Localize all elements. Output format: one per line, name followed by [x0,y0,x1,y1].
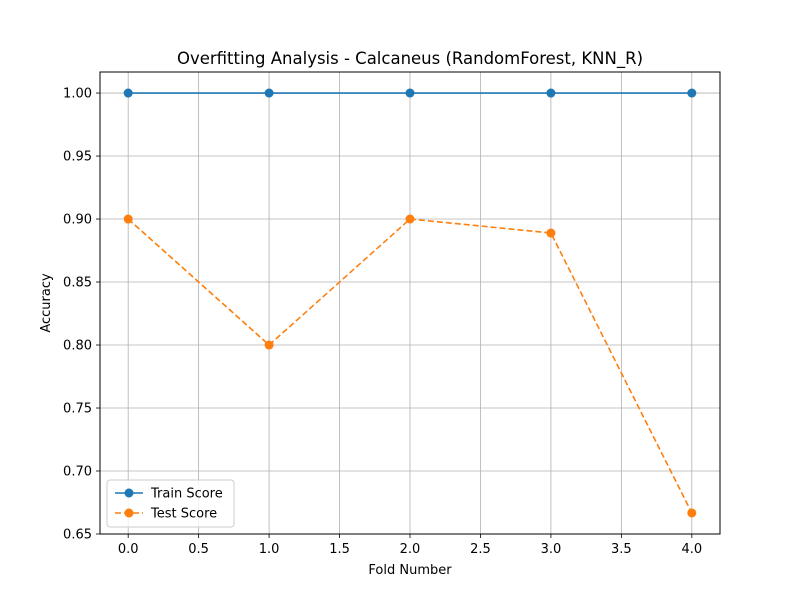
series-1-point [405,88,415,98]
x-tick-label: 4.0 [681,542,702,557]
x-tick-label: 1.5 [329,542,350,557]
series-1-point [687,88,697,98]
x-tick-label: 2.5 [470,542,491,557]
legend: Train Score Test Score [106,479,235,528]
legend-marker-1 [124,488,134,498]
series-2-point [546,228,556,238]
x-tick-label: 0.0 [118,542,139,557]
x-tick-label: 3.0 [541,542,562,557]
series-2-point [264,340,274,350]
y-tick-label: 0.75 [63,402,92,417]
y-tick-label: 0.85 [63,276,92,291]
series-2-point [687,508,697,518]
y-tick-label: 0.80 [63,339,92,354]
series-2-point [405,214,415,224]
x-tick-label: 1.0 [259,542,280,557]
x-axis-label: Fold Number [368,563,452,578]
x-tick-label: 2.0 [400,542,421,557]
y-axis-label: Accuracy [39,273,54,333]
y-tick-label: 1.00 [63,87,92,102]
y-tick-label: 0.95 [63,150,92,165]
series-1-point [123,88,133,98]
x-tick-label: 0.5 [188,542,209,557]
legend-box [106,479,235,528]
series-2-point [123,214,133,224]
series-1-point [546,88,556,98]
y-tick-label: 0.70 [63,465,92,480]
legend-label-1: Train Score [150,487,223,502]
y-tick-label: 0.65 [63,528,92,543]
chart-title: Overfitting Analysis - Calcaneus (Random… [177,49,643,69]
legend-label-2: Test Score [150,507,217,522]
legend-marker-2 [124,508,134,518]
y-tick-label: 0.90 [63,213,92,228]
series-1-point [264,88,274,98]
x-tick-label: 3.5 [611,542,632,557]
series-layer [123,88,697,518]
tick-layer: 0.0 0.5 1.0 1.5 2.0 2.5 3.0 3.5 4.0 0.65 0.70 0.75 0… [63,87,702,557]
